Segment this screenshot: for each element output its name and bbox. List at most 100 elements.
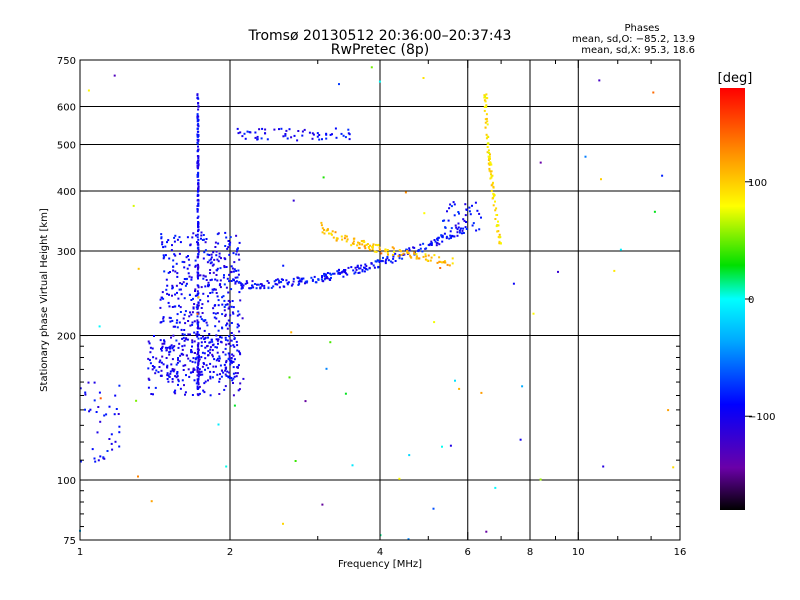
data-point: [207, 354, 210, 357]
data-point: [196, 356, 199, 359]
data-point: [236, 344, 239, 347]
data-point: [195, 234, 197, 237]
data-point: [415, 257, 418, 260]
data-point: [159, 359, 162, 362]
data-point: [234, 281, 237, 284]
data-point: [320, 224, 323, 227]
data-point: [171, 378, 174, 380]
data-point: [422, 242, 425, 245]
data-point: [357, 241, 359, 244]
data-point: [185, 278, 188, 281]
data-point: [103, 414, 106, 417]
data-point: [171, 347, 174, 350]
data-point: [217, 299, 220, 302]
data-point: [189, 359, 192, 362]
data-point: [190, 276, 193, 279]
data-point: [248, 131, 251, 134]
data-point: [230, 359, 233, 362]
data-point: [204, 357, 207, 360]
data-point: [391, 253, 394, 256]
data-point: [184, 338, 187, 341]
data-point: [175, 321, 178, 324]
data-point: [462, 232, 465, 234]
noise-point: [441, 445, 443, 448]
data-point: [488, 152, 491, 154]
data-point: [224, 303, 227, 306]
data-point: [443, 260, 446, 263]
data-point: [209, 348, 212, 351]
data-point: [172, 325, 175, 328]
data-point: [343, 270, 346, 273]
chart-title-line2: RwPretec (8p): [331, 42, 429, 58]
data-point: [225, 343, 228, 346]
noise-point: [344, 392, 347, 395]
data-point: [162, 320, 165, 323]
data-point: [234, 276, 237, 279]
data-point: [255, 287, 258, 290]
data-point: [350, 244, 353, 247]
noise-point: [494, 486, 497, 489]
data-point: [270, 286, 273, 289]
data-point: [176, 375, 179, 378]
data-point: [350, 266, 353, 269]
data-point: [215, 338, 218, 341]
data-point: [384, 250, 387, 253]
data-point: [174, 389, 177, 392]
data-point: [225, 374, 228, 377]
data-point: [484, 118, 487, 121]
data-point: [197, 185, 200, 188]
data-point: [239, 299, 242, 302]
data-point: [371, 246, 374, 249]
data-point: [343, 237, 346, 240]
data-point: [194, 361, 197, 364]
data-point: [218, 377, 221, 380]
data-point: [228, 280, 231, 283]
data-point: [471, 204, 473, 207]
data-point: [429, 259, 432, 262]
data-point: [476, 209, 479, 212]
data-point: [147, 377, 150, 380]
data-point: [495, 207, 498, 210]
data-point: [197, 222, 200, 225]
data-point: [201, 303, 204, 306]
data-point: [168, 346, 171, 349]
data-point: [402, 253, 405, 256]
data-point: [98, 391, 101, 394]
data-point: [413, 246, 416, 249]
data-point: [160, 374, 163, 377]
data-point: [165, 288, 168, 291]
data-point: [236, 323, 239, 326]
data-point: [442, 219, 444, 222]
data-point: [209, 375, 212, 378]
data-point: [391, 246, 394, 249]
data-point: [457, 226, 460, 229]
data-point: [284, 134, 287, 137]
colorbar-label: [deg]: [718, 71, 753, 86]
data-point: [490, 175, 493, 178]
data-point: [224, 353, 227, 356]
data-point: [191, 323, 194, 326]
data-point: [167, 271, 170, 274]
data-point: [287, 281, 290, 284]
data-point: [371, 244, 374, 247]
data-point: [211, 340, 214, 343]
data-point: [296, 139, 299, 142]
data-point: [208, 284, 210, 286]
data-point: [246, 282, 249, 284]
data-point: [147, 367, 150, 370]
data-point: [184, 322, 187, 325]
data-point: [181, 260, 184, 263]
data-point: [410, 256, 413, 259]
data-point: [174, 375, 177, 378]
noise-point: [322, 176, 325, 179]
data-point: [291, 283, 294, 286]
noise-point: [398, 477, 401, 480]
data-point: [231, 353, 234, 356]
data-point: [214, 325, 217, 328]
data-point: [153, 366, 156, 369]
noise-point: [598, 79, 601, 82]
data-point: [93, 399, 96, 402]
data-point: [202, 277, 205, 280]
data-point: [177, 297, 180, 300]
data-point: [196, 164, 199, 167]
